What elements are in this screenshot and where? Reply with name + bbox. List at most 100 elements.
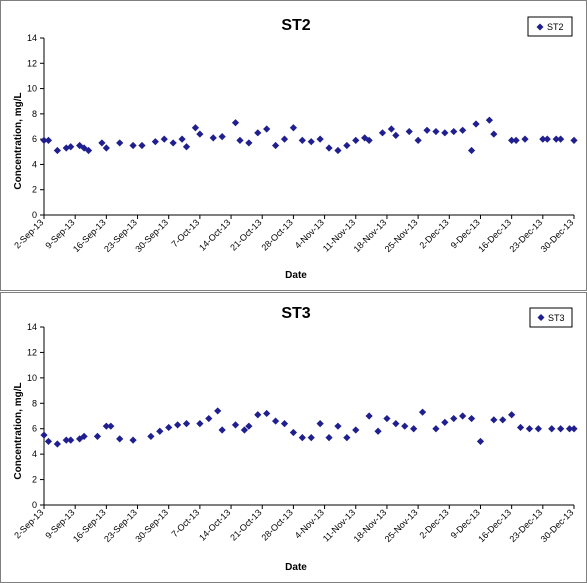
x-tick-label: 2-Dec-13 (417, 507, 450, 540)
data-point (307, 138, 315, 146)
data-point (476, 437, 485, 446)
legend-label: ST3 (548, 313, 565, 323)
y-tick-label: 4 (32, 159, 37, 169)
data-point (245, 139, 253, 147)
y-tick-label: 0 (32, 210, 37, 220)
plot-area: 024681012142-Sep-139-Sep-1316-Sep-1323-S… (12, 33, 578, 254)
data-point (325, 434, 333, 442)
data-point (53, 440, 61, 448)
data-point (44, 437, 53, 446)
data-point (521, 135, 529, 143)
data-point (214, 407, 222, 415)
data-point (392, 420, 400, 428)
y-tick-label: 14 (27, 322, 37, 332)
data-point (410, 425, 418, 433)
data-point (271, 141, 280, 150)
data-point (182, 420, 191, 428)
data-point (53, 146, 61, 155)
data-point (543, 135, 551, 143)
data-point (169, 139, 177, 147)
data-point (334, 146, 342, 155)
data-point (40, 136, 48, 145)
data-point (383, 414, 391, 423)
data-point (271, 417, 280, 425)
data-point (298, 434, 306, 442)
x-tick-label: 14-Oct-13 (197, 507, 232, 542)
x-tick-label: 7-Oct-13 (169, 507, 201, 539)
data-point (316, 135, 324, 143)
y-tick-label: 12 (27, 347, 37, 357)
data-point (374, 427, 382, 435)
data-point (499, 416, 507, 424)
y-tick-label: 4 (32, 449, 37, 459)
x-tick-label: 18-Nov-13 (352, 507, 389, 544)
data-point (570, 425, 578, 433)
data-point (67, 436, 75, 444)
data-point (174, 421, 182, 429)
data-point (280, 420, 289, 428)
data-point (343, 141, 351, 150)
legend-box (529, 307, 573, 328)
x-tick-label: 2-Dec-13 (417, 217, 450, 250)
data-point (280, 135, 289, 143)
y-tick-label: 10 (27, 84, 37, 94)
data-point (459, 412, 467, 420)
data-point (196, 130, 204, 138)
data-point (392, 131, 400, 139)
data-point (459, 126, 467, 134)
data-point (414, 136, 422, 145)
x-tick-label: 30-Dec-13 (539, 217, 576, 254)
data-point (178, 135, 186, 143)
data-point (116, 139, 124, 147)
data-point (209, 134, 217, 142)
data-point (334, 422, 342, 430)
x-tick-label: 21-Oct-13 (228, 217, 263, 252)
y-tick-label: 0 (32, 500, 37, 510)
x-tick-label: 30-Sep-13 (133, 507, 170, 544)
data-point (418, 408, 427, 416)
x-tick-label: 21-Oct-13 (228, 507, 263, 542)
data-point (325, 144, 333, 152)
data-point (231, 119, 240, 127)
data-point (116, 435, 124, 443)
data-point (378, 129, 387, 137)
data-point (129, 436, 137, 444)
data-point (441, 129, 449, 137)
data-point (557, 425, 565, 433)
data-point (552, 135, 560, 143)
data-point (196, 420, 204, 428)
y-axis-label: Concentration, mg/L (13, 92, 24, 189)
data-point (191, 124, 200, 132)
data-point (165, 423, 173, 432)
x-tick-label: 30-Sep-13 (133, 217, 170, 254)
data-point (485, 116, 493, 124)
chart-panel-st3: ST3 Date Concentration, mg/L 0 2 4 6 8 10 12 14… (0, 292, 587, 583)
data-point (263, 125, 271, 133)
data-point (107, 422, 115, 430)
x-tick-label: 16-Sep-13 (71, 507, 108, 544)
legend-label: ST2 (547, 22, 564, 32)
data-point (40, 431, 48, 439)
plot-area: 024681012142-Sep-139-Sep-1316-Sep-1323-S… (12, 322, 578, 544)
data-point (236, 136, 244, 145)
data-point (147, 432, 155, 440)
data-point (240, 426, 249, 434)
x-tick-label: 30-Dec-13 (539, 507, 576, 544)
data-point (432, 425, 440, 433)
data-point (98, 139, 106, 147)
data-point (102, 144, 110, 152)
data-point (472, 120, 480, 128)
data-point (525, 425, 534, 433)
legend-marker-icon (537, 314, 545, 321)
y-tick-label: 8 (32, 398, 37, 408)
x-tick-label: 7-Oct-13 (169, 217, 201, 249)
data-point (365, 412, 373, 420)
data-point (254, 411, 262, 419)
data-point (534, 425, 542, 433)
y-tick-label: 14 (27, 33, 37, 43)
chart-title: ST3 (281, 305, 310, 322)
y-axis-label: Concentration, mg/L (13, 382, 24, 479)
x-axis-label: Date (285, 562, 307, 573)
data-point (67, 143, 75, 151)
data-point (218, 133, 226, 141)
